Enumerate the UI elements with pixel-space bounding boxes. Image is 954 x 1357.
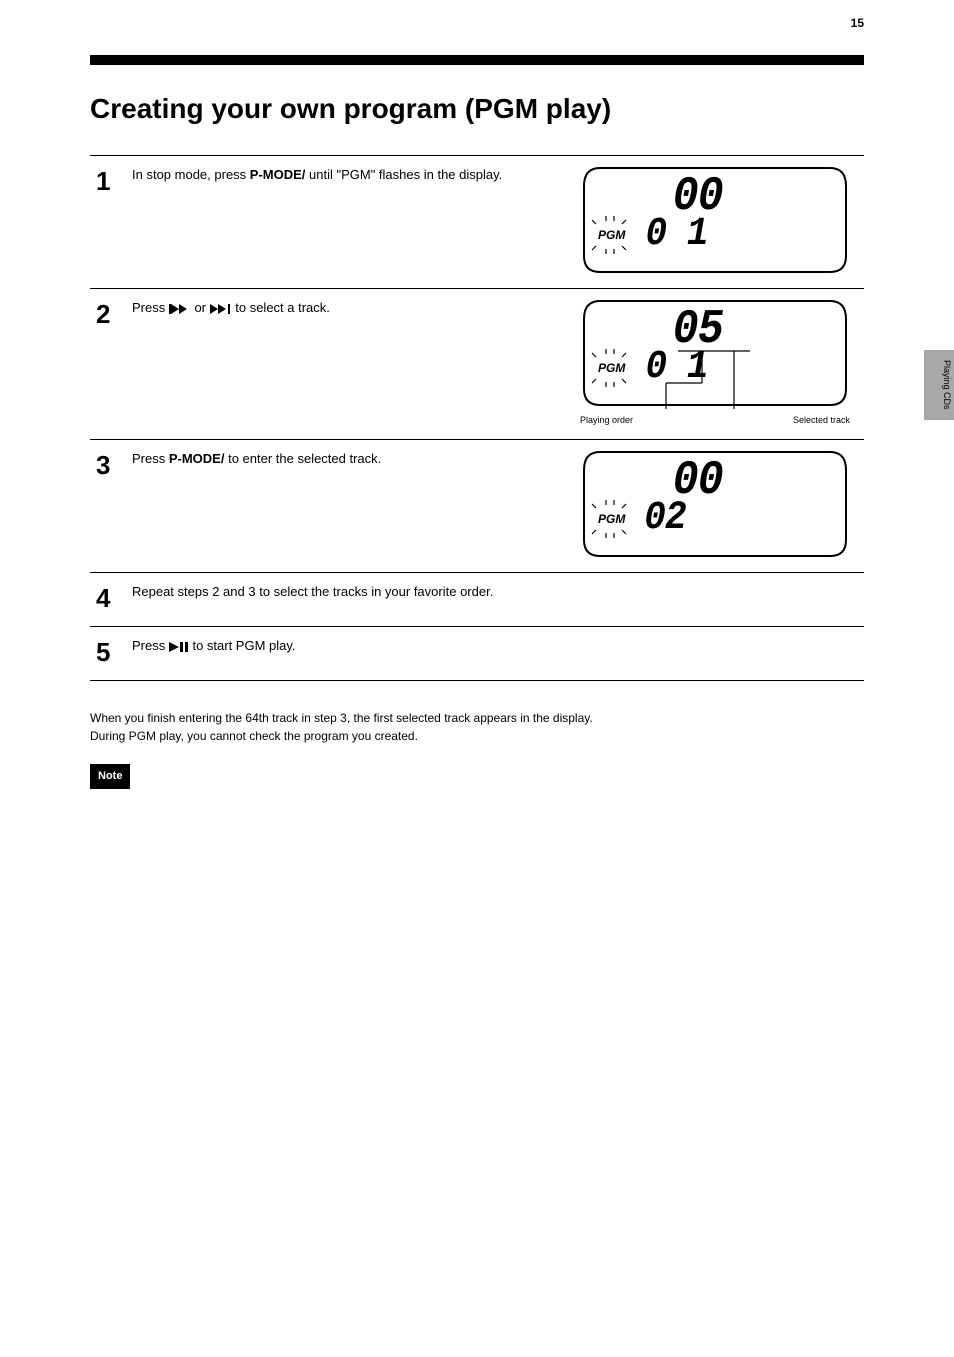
- steps-table: 1 In stop mode, press P-MODE/ until "PGM…: [90, 155, 864, 681]
- note-badge: Note: [90, 764, 130, 789]
- step-display: PGM 00 02: [574, 439, 864, 572]
- lcd-display: PGM 00 02: [580, 450, 850, 560]
- step-number: 1: [90, 156, 126, 289]
- step-number: 2: [90, 289, 126, 440]
- caption-right: Selected track: [793, 415, 850, 427]
- step-instruction: Press P-MODE/ to enter the selected trac…: [126, 439, 574, 572]
- step-number: 3: [90, 439, 126, 572]
- step-display: PGM 05 0 1 Playing order Selected track: [574, 289, 864, 440]
- lcd-display: PGM 00 0 1: [580, 166, 850, 276]
- step-instruction: Press to start PGM play.: [126, 626, 574, 680]
- lcd-small-digits: 0 1: [645, 212, 707, 257]
- section-tab: Playing CDs: [924, 350, 954, 420]
- lcd-display: PGM 05 0 1: [580, 299, 850, 409]
- step-display: [574, 626, 864, 680]
- step-display: PGM 00 0 1: [574, 156, 864, 289]
- step-instruction: In stop mode, press P-MODE/ until "PGM" …: [126, 156, 574, 289]
- step-display: [574, 572, 864, 626]
- step-instruction: Repeat steps 2 and 3 to select the track…: [126, 572, 574, 626]
- step-number: 4: [90, 572, 126, 626]
- pgm-indicator: PGM: [598, 512, 625, 526]
- page-number: 15: [851, 16, 864, 30]
- page-title: Creating your own program (PGM play): [90, 93, 864, 125]
- lcd-small-digits: 0 1: [645, 345, 707, 390]
- pgm-indicator: PGM: [598, 361, 625, 375]
- notes-body: When you finish entering the 64th track …: [90, 709, 864, 746]
- lcd-small-digits: 02: [644, 496, 685, 541]
- pgm-indicator: PGM: [598, 228, 625, 242]
- step-number: 5: [90, 626, 126, 680]
- header-rule: [90, 55, 864, 65]
- caption-left: Playing order: [580, 415, 633, 427]
- notes-block: When you finish entering the 64th track …: [90, 709, 864, 789]
- step-instruction: Press or to select a track.: [126, 289, 574, 440]
